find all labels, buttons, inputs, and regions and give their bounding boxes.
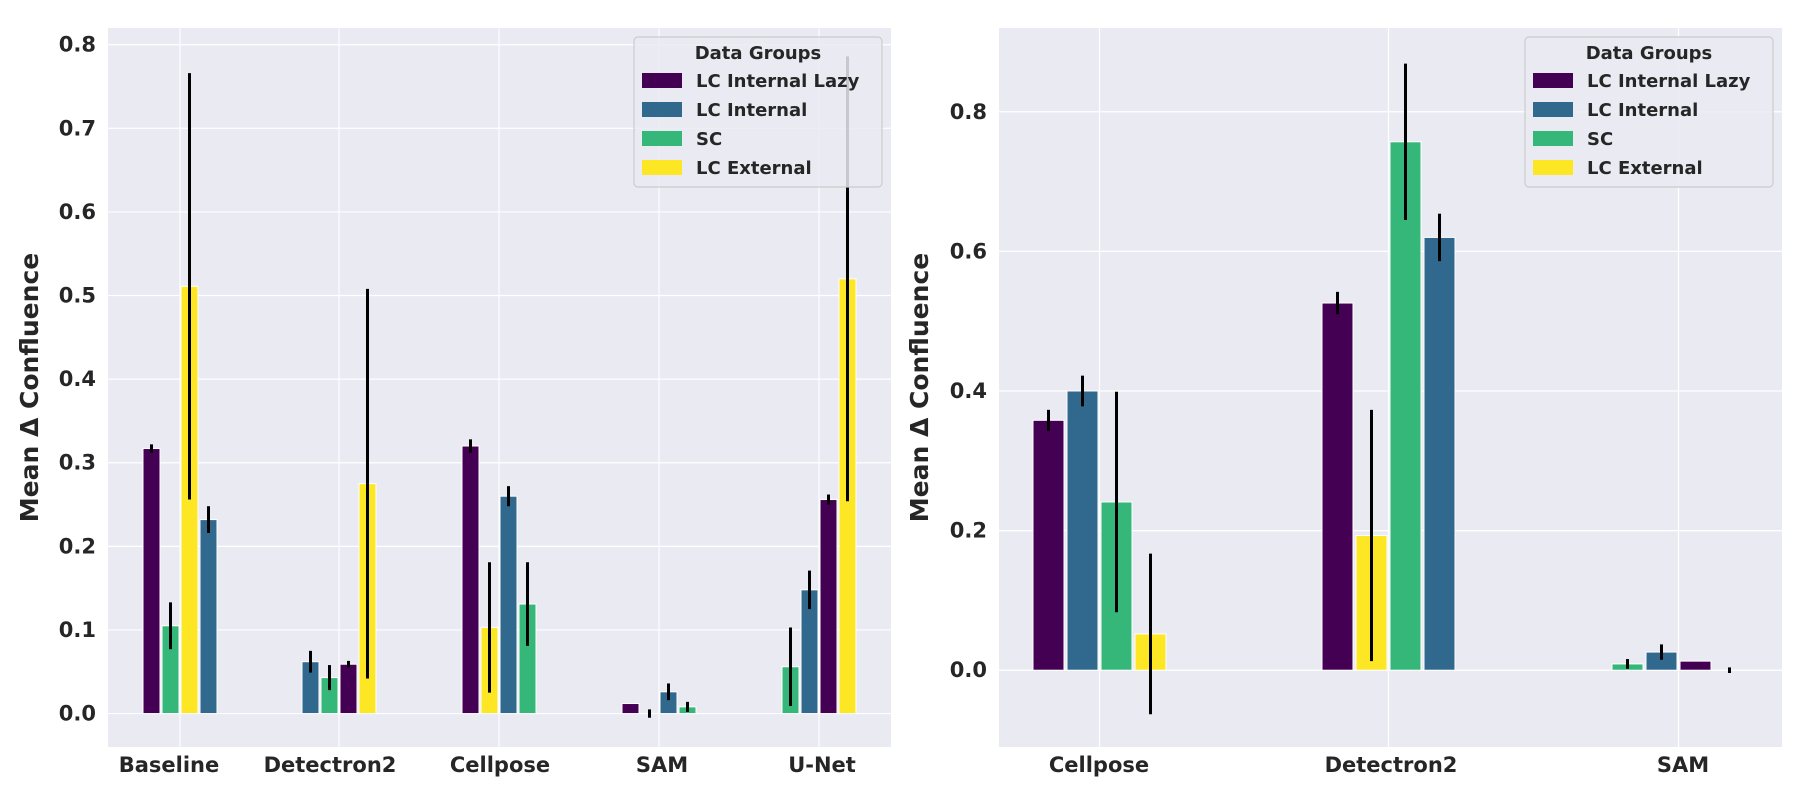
legend-swatch [642,102,682,117]
x-tick-label: SAM [1657,753,1709,777]
x-tick-label: Cellpose [1049,753,1149,777]
legend-box [1524,36,1774,188]
y-tick-label: 0.4 [59,367,96,391]
bar [819,499,838,715]
y-tick-label: 0.3 [59,451,96,475]
bar [142,448,161,715]
legend-entry: LC Internal [696,100,807,121]
legend-swatch [1533,131,1573,146]
y-tick-label: 0.6 [950,239,987,263]
x-tick-label: SAM [636,753,688,777]
bar [339,663,358,715]
legend-entry: LC External [696,158,812,179]
legend-entry: LC External [1587,158,1703,179]
bar [1066,390,1099,671]
bar [461,445,480,715]
legend-entry: LC Internal Lazy [1587,71,1751,92]
y-axis-label: Mean Δ Confluence [15,253,44,522]
y-tick-label: 0.4 [950,379,987,403]
legend-entry: LC Internal [1587,100,1698,121]
y-tick-label: 0.2 [950,519,987,543]
legend-swatch [642,73,682,88]
legend-title: Data Groups [1586,43,1713,64]
legend-entry: LC Internal Lazy [696,71,860,92]
y-axis-label: Mean Δ Confluence [905,253,934,522]
y-tick-label: 0.8 [59,33,96,57]
x-tick-label: Cellpose [450,753,550,777]
y-tick-label: 0.5 [59,284,96,308]
legend-swatch [1533,102,1573,117]
x-tick-label: Detectron2 [264,753,397,777]
legend-swatch [1533,73,1573,88]
bar [499,495,518,715]
x-tick-label: Baseline [119,753,220,777]
left-chart-panel: 0.0 0.1 0.2 0.3 0.4 0.5 0.6 0.7 0.8 Baseline Detec… [15,28,891,777]
legend-box [633,36,883,188]
legend-entry: SC [1587,129,1613,150]
bar [1679,660,1712,671]
x-tick-label: Detectron2 [1325,753,1458,777]
bar [1321,302,1354,671]
bar [1389,141,1422,671]
legend-swatch [642,160,682,175]
y-tick-label: 0.7 [59,116,96,140]
legend-swatch [1533,160,1573,175]
legend-entry: SC [696,129,722,150]
bar [199,519,218,715]
y-tick-label: 0.0 [59,702,96,726]
right-chart-panel: 0.0 0.2 0.4 0.6 0.8 Cellpose Detectron2 SAM Mean… [905,28,1782,777]
y-tick-label: 0.0 [950,658,987,682]
legend-title: Data Groups [695,43,822,64]
y-tick-label: 0.2 [59,534,96,558]
bar [1032,419,1065,671]
y-tick-label: 0.6 [59,200,96,224]
bar [1423,236,1456,671]
x-tick-label: U-Net [788,753,856,777]
y-tick-label: 0.8 [950,100,987,124]
bar [621,703,640,715]
legend-swatch [642,131,682,146]
y-tick-label: 0.1 [59,618,96,642]
